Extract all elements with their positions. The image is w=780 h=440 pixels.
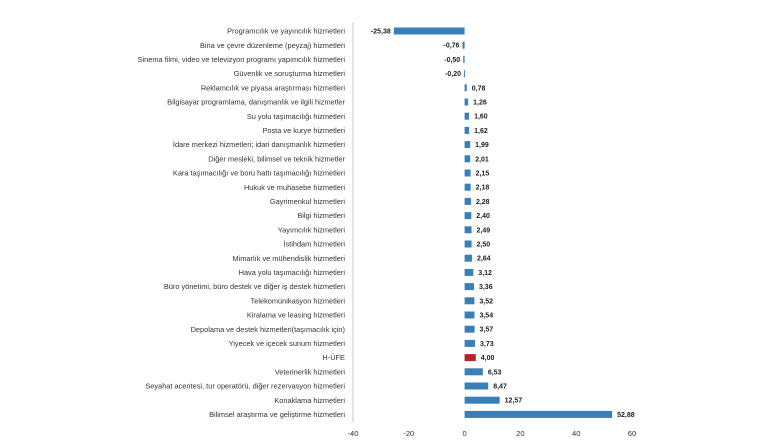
x-tick-label: -20 <box>403 429 414 438</box>
bar <box>464 126 470 134</box>
bar <box>464 339 476 347</box>
category-label: Telekomünikasyon hizmetleri <box>251 296 346 305</box>
value-label: 2,40 <box>476 213 490 220</box>
category-label: İstihdam hizmetleri <box>283 240 345 249</box>
x-tick-label: 40 <box>572 429 580 438</box>
bar <box>464 297 475 305</box>
category-label: Bilgisayar programlama, danışmanlık ve i… <box>167 98 345 107</box>
category-label: Bilimsel araştırma ve geliştirme hizmetl… <box>209 410 345 419</box>
category-label: Sinema filmi, video ve televizyon progra… <box>138 55 346 64</box>
value-label: 2,64 <box>477 256 491 263</box>
bar <box>464 283 474 291</box>
bars <box>393 27 613 418</box>
bar <box>464 84 467 92</box>
bar <box>464 240 472 248</box>
value-label: 3,57 <box>480 327 494 334</box>
bar <box>464 382 489 390</box>
value-label: 1,60 <box>474 114 488 121</box>
bar <box>464 212 472 220</box>
category-label: Diğer mesleki, bilimsel ve teknik hizmet… <box>208 154 345 163</box>
value-labels: -25,38 -0,76 -0,50 -0,20 0,78 1,26 1,60 1,62 1,9… <box>371 29 635 419</box>
bar <box>464 268 474 276</box>
category-label: Gayrimenkul hizmetleri <box>270 197 346 206</box>
value-label: 2,49 <box>477 227 491 234</box>
category-label: Hukuk ve muhasebe hizmetleri <box>244 183 345 192</box>
value-label: 2,15 <box>476 171 490 178</box>
category-label: Kiralama ve leasing hizmetleri <box>247 311 346 320</box>
category-label: Büro yönetimi, büro destek ve diğer iş d… <box>164 282 346 291</box>
value-label: 3,12 <box>478 270 492 277</box>
category-label: Reklamcılık ve piyasa araştırması hizmet… <box>201 83 346 92</box>
bar <box>462 41 465 49</box>
value-label: -0,76 <box>444 43 460 50</box>
value-label: 3,54 <box>479 313 493 320</box>
value-label: -0,20 <box>445 71 461 78</box>
value-label: -25,38 <box>371 29 391 36</box>
bar <box>464 169 471 177</box>
x-tick-label: 20 <box>516 429 524 438</box>
value-label: 1,62 <box>474 128 488 135</box>
category-label: Bilgi hizmetleri <box>297 211 345 220</box>
bar <box>464 197 471 205</box>
category-label: Yiyecek ve içecek sunum hizmetleri <box>229 339 346 348</box>
category-label: Veterinerlik hizmetleri <box>275 367 346 376</box>
category-label: Depolama ve destek hizmetleri(taşımacılı… <box>191 325 345 334</box>
category-label: Bina ve çevre düzenleme (peyzaj) hizmetl… <box>200 41 345 50</box>
value-label: 6,53 <box>488 369 502 376</box>
x-tick-label: 0 <box>462 429 466 438</box>
x-tick-labels: -40 -20 0 20 40 60 <box>348 429 637 438</box>
category-label: Konaklama hizmetleri <box>274 396 345 405</box>
bar <box>464 396 500 404</box>
value-label: 2,18 <box>476 185 490 192</box>
value-label: 1,99 <box>475 142 489 149</box>
bar <box>464 112 470 120</box>
category-label: Güvenlik ve soruşturma hizmetleri <box>234 69 346 78</box>
category-label: Posta ve kurye hizmetleri <box>262 126 345 135</box>
value-label: 3,52 <box>479 298 493 305</box>
value-label: 2,50 <box>477 242 491 249</box>
bar <box>464 70 466 78</box>
bar <box>464 368 483 376</box>
value-label: 3,36 <box>479 284 493 291</box>
bar <box>464 98 469 106</box>
category-label: Programcılık ve yayıncılık hizmetleri <box>227 27 345 36</box>
category-label: Kara taşımacılığı ve boru hattı taşımacı… <box>173 169 345 178</box>
category-label: Yayımcılık hizmetleri <box>278 225 346 234</box>
x-tick-label: -40 <box>348 429 359 438</box>
value-label: 2,28 <box>476 199 490 206</box>
category-label: Hava yolu taşımacılığı hizmetleri <box>239 268 346 277</box>
category-label: İdare merkezi hizmetleri; idari danışman… <box>173 140 345 149</box>
category-label: H-ÜFE <box>322 353 345 362</box>
category-label: Su yolu taşımacılığı hizmetleri <box>247 112 346 121</box>
category-label: Seyahat acentesi, tur operatörü, diğer r… <box>145 382 345 391</box>
x-tick-label: 60 <box>628 429 636 438</box>
value-label: 1,26 <box>473 100 487 107</box>
value-label: 3,73 <box>480 341 494 348</box>
value-label: 52,88 <box>617 412 635 419</box>
bar <box>464 325 475 333</box>
bar <box>464 183 471 191</box>
value-label: 8,47 <box>493 384 507 391</box>
value-label: -0,50 <box>444 57 460 64</box>
value-label: 12,57 <box>505 398 523 405</box>
category-labels: Programcılık ve yayıncılık hizmetleri Bin… <box>138 27 346 419</box>
bar <box>464 141 471 149</box>
bar-highlight <box>464 354 476 362</box>
value-label: 4,00 <box>481 355 495 362</box>
bar <box>463 55 465 63</box>
bar <box>464 410 613 418</box>
bar <box>464 311 475 319</box>
value-label: 0,78 <box>472 85 486 92</box>
value-label: 2,01 <box>475 156 489 163</box>
bar <box>464 226 472 234</box>
category-label: Mimarlık ve mühendislik hizmetleri <box>232 254 345 263</box>
bar <box>464 155 471 163</box>
bar <box>393 27 465 35</box>
bar <box>464 254 472 262</box>
